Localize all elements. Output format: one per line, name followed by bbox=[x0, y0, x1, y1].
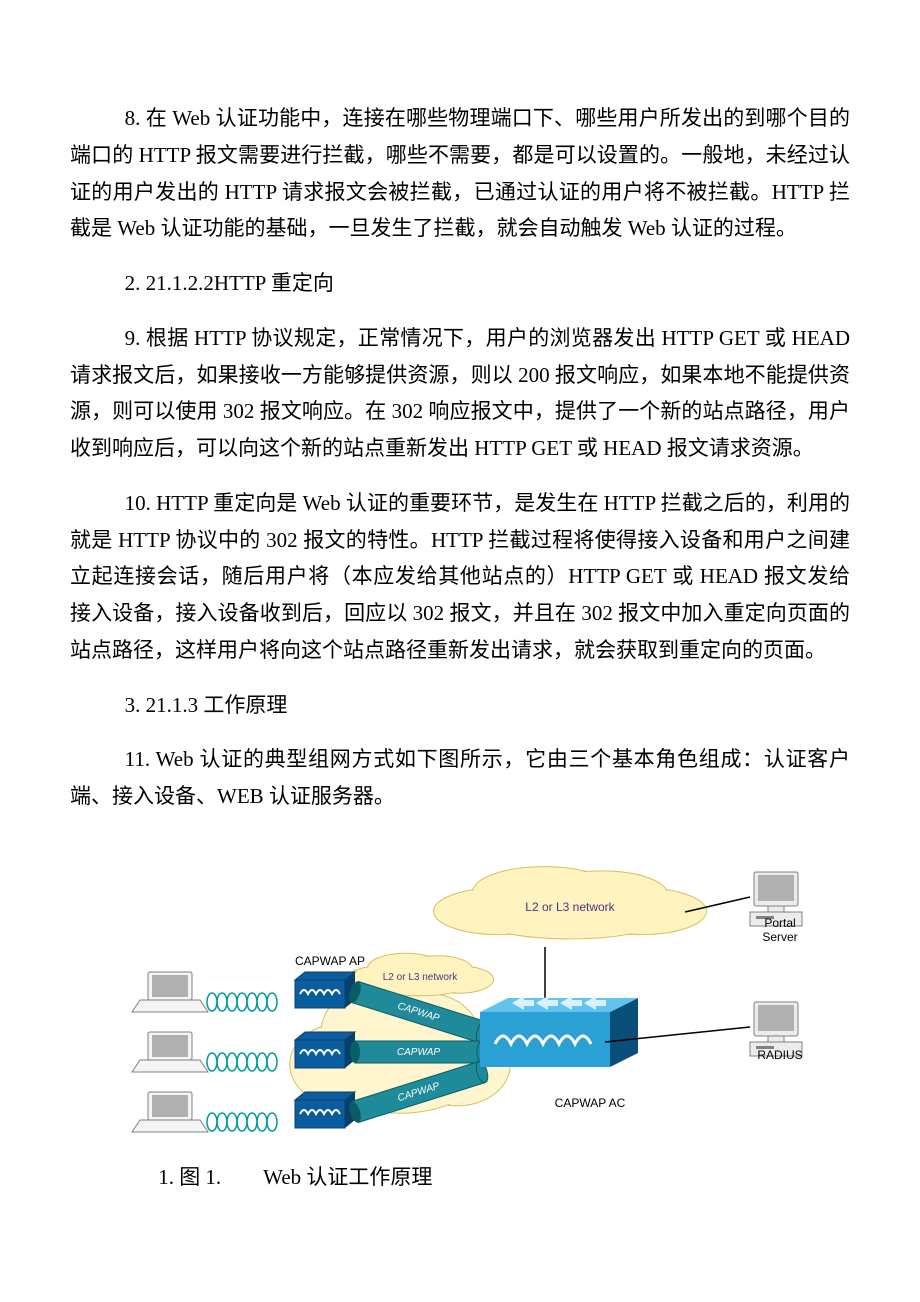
svg-text:CAPWAP AP: CAPWAP AP bbox=[295, 954, 365, 968]
figure-1-diagram: L2 or L3 network L2 or L3 network CAPWAP A… bbox=[70, 837, 850, 1137]
figure-1-caption: 1. 图 1. Web 认证工作原理 bbox=[70, 1159, 850, 1196]
paragraph-8: 8. 在 Web 认证功能中，连接在哪些物理端口下、哪些用户所发出的到哪个目的端… bbox=[70, 100, 850, 247]
heading-21-1-2-2: 2. 21.1.2.2HTTP 重定向 bbox=[70, 265, 850, 302]
svg-text:RADIUS: RADIUS bbox=[757, 1048, 802, 1062]
heading-21-1-3: 3. 21.1.3 工作原理 bbox=[70, 687, 850, 724]
paragraph-9: 9. 根据 HTTP 协议规定，正常情况下，用户的浏览器发出 HTTP GET … bbox=[70, 320, 850, 467]
document-page: 8. 在 Web 认证功能中，连接在哪些物理端口下、哪些用户所发出的到哪个目的端… bbox=[0, 0, 920, 1256]
svg-text:L2 or L3 network: L2 or L3 network bbox=[383, 972, 458, 983]
svg-text:CAPWAP: CAPWAP bbox=[397, 1047, 440, 1058]
paragraph-11: 11. Web 认证的典型组网方式如下图所示，它由三个基本角色组成：认证客户端、… bbox=[70, 741, 850, 815]
paragraph-10: 10. HTTP 重定向是 Web 认证的重要环节，是发生在 HTTP 拦截之后… bbox=[70, 485, 850, 669]
svg-text:PortalServer: PortalServer bbox=[762, 916, 797, 944]
svg-text:CAPWAP AC: CAPWAP AC bbox=[555, 1096, 626, 1110]
svg-text:L2 or L3 network: L2 or L3 network bbox=[525, 900, 615, 914]
